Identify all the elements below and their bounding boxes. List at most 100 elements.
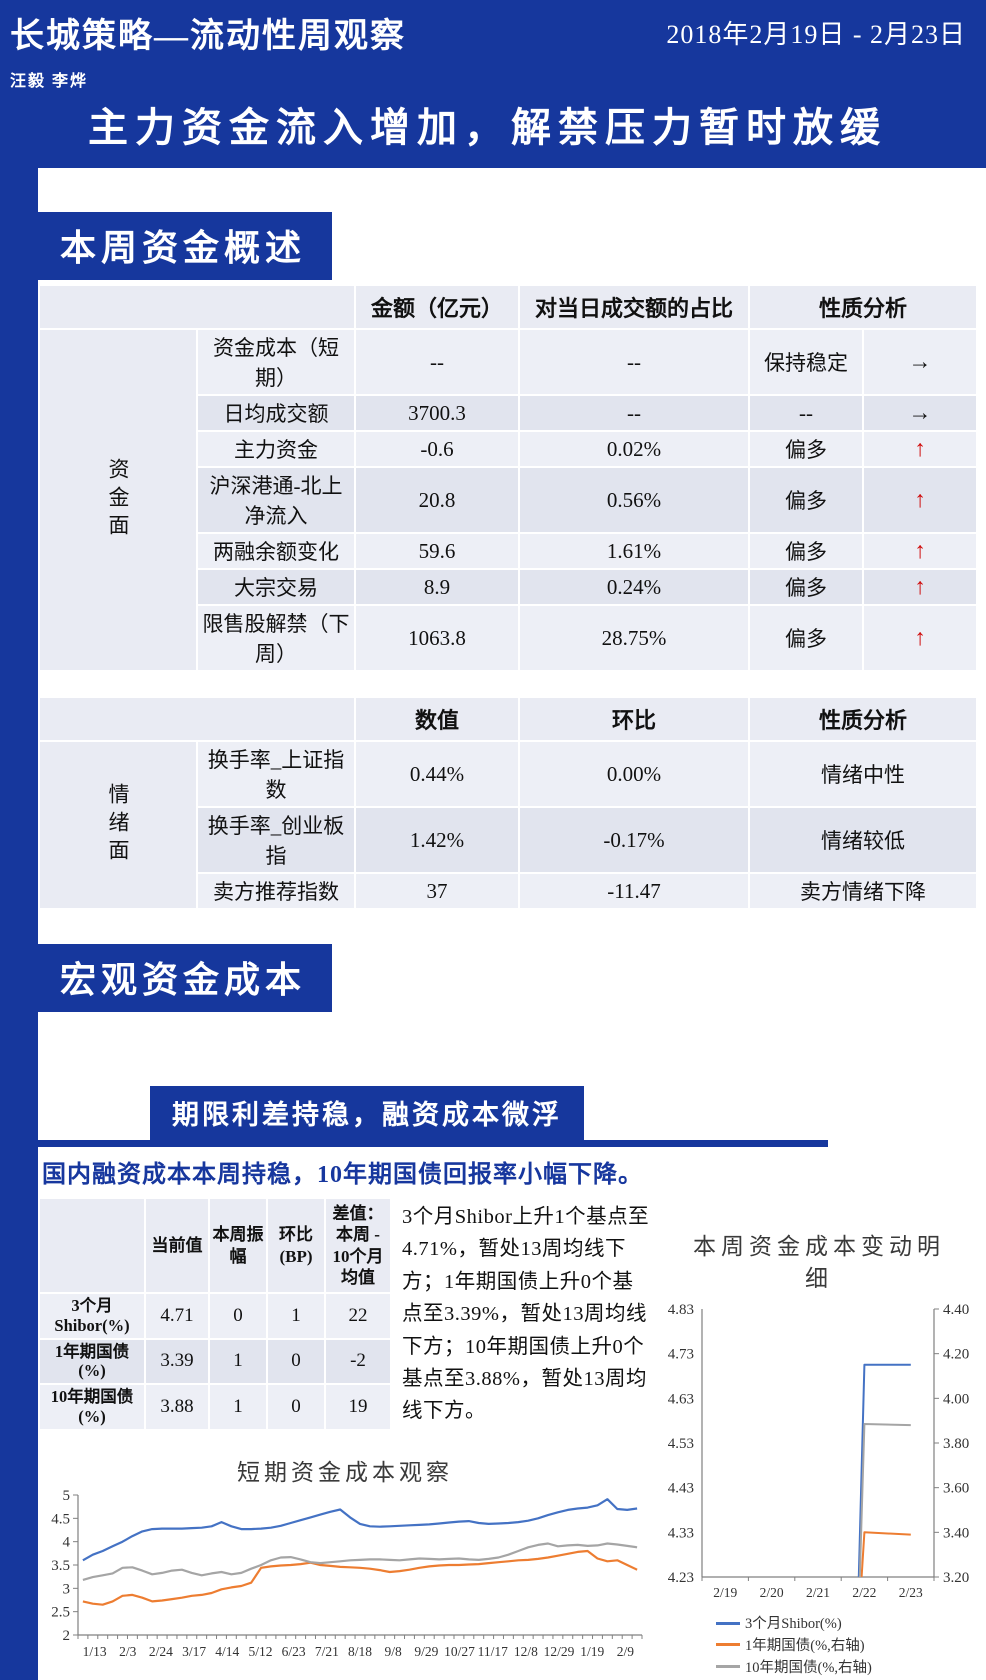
svg-text:3.5: 3.5 xyxy=(51,1558,70,1574)
ratio-cell: -- xyxy=(518,328,750,396)
svg-text:4.00: 4.00 xyxy=(943,1392,969,1408)
svg-text:2/23: 2/23 xyxy=(899,1585,923,1600)
table-row: 10年期国债(%) 3.88 1 0 19 xyxy=(38,1383,392,1431)
amount-cell: 8.9 xyxy=(354,568,520,606)
section-title-macro: 宏观资金成本 xyxy=(32,944,333,1012)
short-term-cost-chart-plot: 5 4.5 4 3.5 3 2.5 2 1/13 2/3 2/24 3/17 4/14 5/12 6/23… xyxy=(38,1488,652,1680)
item-cell: 限售股解禁（下周） xyxy=(196,604,356,672)
svg-text:4.20: 4.20 xyxy=(943,1347,969,1363)
svg-text:3/17: 3/17 xyxy=(182,1644,206,1659)
svg-text:2/9: 2/9 xyxy=(617,1644,635,1659)
report-authors: 汪毅 李烨 xyxy=(10,73,89,90)
svg-text:1/19: 1/19 xyxy=(580,1644,604,1659)
ratio-cell: 1.61% xyxy=(518,532,750,570)
svg-text:1/13: 1/13 xyxy=(83,1644,107,1659)
table-row: 两融余额变化 59.6 1.61% 偏多 ↑ xyxy=(39,532,978,570)
legend-line-swatch xyxy=(716,1621,740,1625)
macro-subheader-rule: 期限利差持稳，融资成本微浮 xyxy=(38,1086,828,1147)
wow-cell: 1 xyxy=(266,1292,326,1340)
svg-text:9/29: 9/29 xyxy=(414,1644,438,1659)
diff-cell: 22 xyxy=(324,1292,392,1340)
svg-text:11/17: 11/17 xyxy=(478,1644,508,1659)
nature-cell: 偏多 xyxy=(748,466,864,534)
amplitude-cell: 1 xyxy=(208,1337,268,1386)
nature-cell: 偏多 xyxy=(748,604,864,672)
svg-text:4.33: 4.33 xyxy=(668,1526,694,1542)
svg-text:3.40: 3.40 xyxy=(943,1526,969,1542)
ratio-cell: 0.56% xyxy=(518,466,750,534)
up-arrow-icon: ↑ xyxy=(862,430,978,468)
up-arrow-icon: ↑ xyxy=(862,532,978,570)
svg-text:2/20: 2/20 xyxy=(760,1585,784,1600)
svg-text:9/8: 9/8 xyxy=(385,1644,403,1659)
value-cell: 0.44% xyxy=(354,740,520,808)
weekly-cost-chart: 本周资金成本变动明细 4.83 4.73 4.63 4.53 4.43 4.33 4.23 4… xyxy=(652,1197,986,1680)
item-cell: 资金成本（短期） xyxy=(196,328,356,396)
sentiment-table-body: 情绪面 换手率_上证指数 0.44% 0.00% 情绪中性 换手率_创业板指 1.42% -0… xyxy=(38,740,978,910)
value-cell: 37 xyxy=(354,872,520,910)
capital-table: 金额（亿元） 对当日成交额的占比 性质分析 资金面 资金成本（短期） -- -- 保持稳… xyxy=(38,284,978,672)
amplitude-cell: 1 xyxy=(208,1383,268,1431)
svg-text:4.83: 4.83 xyxy=(668,1302,694,1318)
rate-table-header-row: 当前值 本周振幅 环比(BP) 差值：本周 - 10个月均值 xyxy=(38,1197,392,1294)
nature-cell: 偏多 xyxy=(748,430,864,468)
nature-cell: 偏多 xyxy=(748,532,864,570)
weekly-cost-chart-title: 本周资金成本变动明细 xyxy=(693,1234,945,1292)
svg-text:4.63: 4.63 xyxy=(668,1392,694,1408)
table-row: 限售股解禁（下周） 1063.8 28.75% 偏多 ↑ xyxy=(39,604,978,672)
right-arrow-icon: → xyxy=(862,394,978,432)
weekly-cost-chart-legend-item: 10年期国债(%,右轴) xyxy=(716,1658,986,1680)
svg-text:5: 5 xyxy=(63,1489,71,1504)
capital-table-header-row: 金额（亿元） 对当日成交额的占比 性质分析 xyxy=(38,284,978,330)
wow-cell: 0 xyxy=(266,1337,326,1386)
svg-text:2: 2 xyxy=(63,1628,71,1644)
sentiment-table: 数值 环比 性质分析 情绪面 换手率_上证指数 0.44% 0.00% 情绪中性 换手率_… xyxy=(38,696,978,910)
svg-text:12/29: 12/29 xyxy=(544,1644,575,1659)
amount-cell: 59.6 xyxy=(354,532,520,570)
up-arrow-icon: ↑ xyxy=(862,466,978,534)
table-row: 资金面 资金成本（短期） -- -- 保持稳定 → xyxy=(38,328,978,672)
table-row: 3个月Shibor(%) 4.71 0 1 22 xyxy=(38,1292,392,1340)
sentiment-header-wow: 环比 xyxy=(518,696,750,742)
sentiment-header-value: 数值 xyxy=(354,696,520,742)
svg-text:4.5: 4.5 xyxy=(51,1511,70,1527)
svg-text:4.40: 4.40 xyxy=(943,1302,969,1318)
sentiment-header-blank xyxy=(38,696,356,742)
macro-paragraph: 3个月Shibor上升1个基点至4.71%，暂处13周均线下方；1年期国债上升0… xyxy=(402,1206,650,1423)
capital-table-body: 资金面 资金成本（短期） -- -- 保持稳定 → 日均成交额 3700.3 -- -- → 主力资金… xyxy=(38,328,978,672)
svg-text:3.60: 3.60 xyxy=(943,1481,969,1497)
svg-text:7/21: 7/21 xyxy=(315,1644,339,1659)
svg-text:2/22: 2/22 xyxy=(852,1585,876,1600)
current-cell: 3.39 xyxy=(144,1337,210,1386)
amount-cell: -- xyxy=(354,328,520,396)
capital-header-nature: 性质分析 xyxy=(748,284,978,330)
wow-cell: 0 xyxy=(266,1383,326,1431)
side-label: 情绪面 xyxy=(38,740,198,910)
table-row: 沪深港通-北上净流入 20.8 0.56% 偏多 ↑ xyxy=(39,466,978,534)
report-date-range: 2018年2月19日 - 2月23日 xyxy=(666,20,966,49)
value-cell: 1.42% xyxy=(354,806,520,874)
top-banner: 长城策略—流动性周观察 2018年2月19日 - 2月23日 汪毅 李烨 主力资… xyxy=(0,0,986,168)
label-cell: 10年期国债(%) xyxy=(38,1383,146,1431)
label-cell: 1年期国债(%) xyxy=(38,1337,146,1386)
item-cell: 卖方推荐指数 xyxy=(196,872,356,910)
svg-text:10/27: 10/27 xyxy=(444,1644,475,1659)
diff-cell: -2 xyxy=(324,1337,392,1386)
item-cell: 沪深港通-北上净流入 xyxy=(196,466,356,534)
table-row: 卖方推荐指数 37 -11.47 卖方情绪下降 xyxy=(39,872,978,910)
svg-text:5/12: 5/12 xyxy=(248,1644,272,1659)
amount-cell: 3700.3 xyxy=(354,394,520,432)
table-row: 换手率_创业板指 1.42% -0.17% 情绪较低 xyxy=(39,806,978,874)
rate-header-blank xyxy=(38,1197,146,1294)
section-title-overview: 本周资金概述 xyxy=(32,212,333,280)
amount-cell: 20.8 xyxy=(354,466,520,534)
wow-cell: -0.17% xyxy=(518,806,750,874)
amplitude-cell: 0 xyxy=(208,1292,268,1340)
weekly-cost-chart-legend-item: 3个月Shibor(%) xyxy=(716,1614,986,1636)
item-cell: 日均成交额 xyxy=(196,394,356,432)
legend-line-swatch xyxy=(716,1665,740,1669)
sentiment-header-nature: 性质分析 xyxy=(748,696,978,742)
item-cell: 大宗交易 xyxy=(196,568,356,606)
report-title: 长城策略—流动性周观察 xyxy=(10,18,406,55)
